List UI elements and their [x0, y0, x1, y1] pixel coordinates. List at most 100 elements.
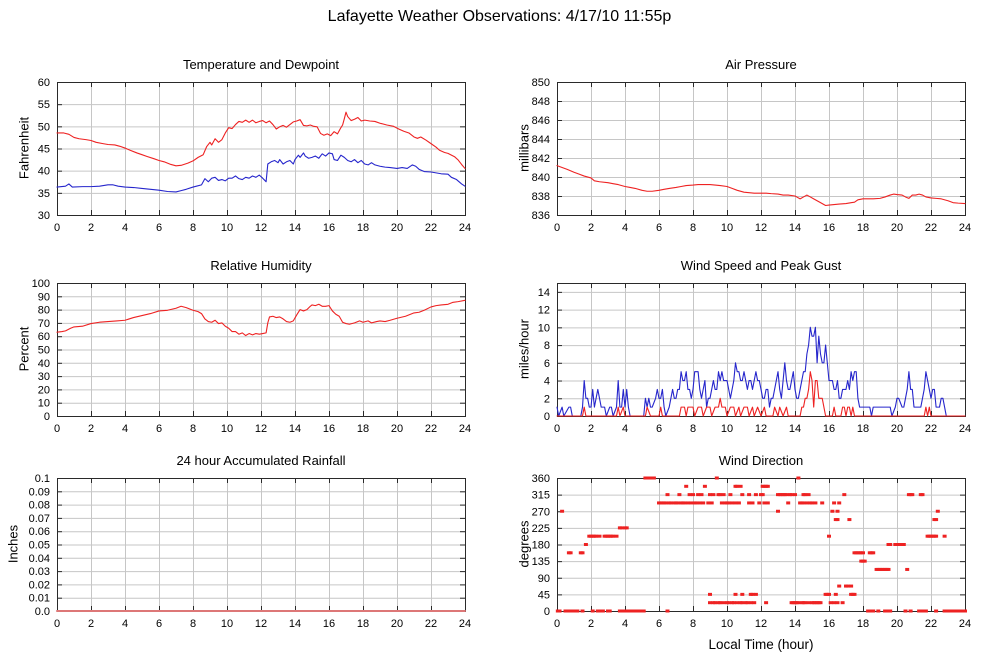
- svg-text:24: 24: [459, 222, 471, 234]
- svg-text:4: 4: [622, 423, 628, 435]
- svg-text:22: 22: [925, 222, 937, 234]
- chart-title: 24 hour Accumulated Rainfall: [176, 453, 346, 468]
- chart-title: Air Pressure: [725, 57, 797, 72]
- svg-text:80: 80: [38, 305, 50, 317]
- svg-text:2: 2: [588, 618, 594, 630]
- svg-text:10: 10: [221, 618, 233, 630]
- svg-text:2: 2: [588, 222, 594, 234]
- svg-text:16: 16: [823, 618, 835, 630]
- chart-wind-direction: Wind Direction degrees Local Time (hour)…: [500, 441, 999, 659]
- svg-text:14: 14: [538, 287, 550, 299]
- svg-text:4: 4: [122, 222, 128, 234]
- svg-text:24: 24: [959, 423, 971, 435]
- svg-text:842: 842: [532, 153, 550, 165]
- svg-text:24: 24: [459, 618, 471, 630]
- svg-text:14: 14: [789, 222, 801, 234]
- svg-text:6: 6: [656, 423, 662, 435]
- svg-text:18: 18: [357, 423, 369, 435]
- svg-text:22: 22: [425, 618, 437, 630]
- svg-text:45: 45: [538, 589, 550, 601]
- svg-text:30: 30: [38, 210, 50, 222]
- svg-text:0.03: 0.03: [29, 566, 50, 578]
- plot-canvas-air-pressure: 0 2 4 6 8 10 12 14 16 18 20 22 248368388408428448468…: [532, 77, 971, 234]
- svg-text:360: 360: [532, 473, 550, 485]
- svg-text:8: 8: [690, 222, 696, 234]
- chart-title: Wind Direction: [718, 453, 804, 468]
- svg-text:18: 18: [857, 423, 869, 435]
- svg-text:20: 20: [391, 222, 403, 234]
- svg-text:6: 6: [156, 618, 162, 630]
- svg-text:6: 6: [156, 423, 162, 435]
- svg-text:12: 12: [755, 423, 767, 435]
- svg-text:8: 8: [190, 618, 196, 630]
- x-axis-label: Local Time (hour): [708, 637, 814, 652]
- svg-text:6: 6: [656, 618, 662, 630]
- svg-text:0: 0: [554, 618, 560, 630]
- svg-text:2: 2: [588, 423, 594, 435]
- svg-text:0.06: 0.06: [29, 526, 50, 538]
- svg-text:8: 8: [690, 423, 696, 435]
- svg-text:14: 14: [289, 222, 301, 234]
- svg-text:20: 20: [38, 384, 50, 396]
- svg-text:838: 838: [532, 191, 550, 203]
- svg-text:2: 2: [88, 423, 94, 435]
- svg-text:10: 10: [538, 322, 550, 334]
- svg-text:35: 35: [38, 188, 50, 200]
- svg-text:836: 836: [532, 210, 550, 222]
- svg-text:4: 4: [544, 376, 550, 388]
- svg-text:0: 0: [554, 423, 560, 435]
- svg-text:12: 12: [755, 222, 767, 234]
- svg-text:0.02: 0.02: [29, 579, 50, 591]
- svg-text:0.0: 0.0: [35, 606, 50, 618]
- svg-text:14: 14: [289, 618, 301, 630]
- svg-text:0.1: 0.1: [35, 473, 50, 485]
- svg-text:12: 12: [255, 618, 267, 630]
- svg-text:10: 10: [721, 222, 733, 234]
- svg-text:2: 2: [88, 222, 94, 234]
- svg-text:100: 100: [32, 278, 50, 290]
- svg-text:0.01: 0.01: [29, 593, 50, 605]
- svg-text:180: 180: [532, 540, 550, 552]
- plot-canvas-wind-direction: 0 2 4 6 8 10 12 14 16 18 20 22 240459013518022527031…: [532, 473, 971, 630]
- svg-text:40: 40: [38, 358, 50, 370]
- svg-text:70: 70: [38, 318, 50, 330]
- svg-text:8: 8: [190, 423, 196, 435]
- chart-relative-humidity: Relative Humidity Percent 0 2 4 6 8 10 12 14 16 1…: [0, 246, 500, 464]
- svg-text:4: 4: [122, 618, 128, 630]
- svg-text:4: 4: [622, 618, 628, 630]
- svg-text:10: 10: [721, 423, 733, 435]
- svg-text:18: 18: [357, 222, 369, 234]
- svg-text:8: 8: [690, 618, 696, 630]
- svg-text:60: 60: [38, 331, 50, 343]
- svg-text:20: 20: [891, 618, 903, 630]
- svg-text:14: 14: [289, 423, 301, 435]
- chart-title: Temperature and Dewpoint: [182, 57, 340, 72]
- svg-text:0: 0: [544, 411, 550, 423]
- svg-text:848: 848: [532, 96, 550, 108]
- svg-text:16: 16: [323, 618, 335, 630]
- svg-text:0: 0: [44, 411, 50, 423]
- plot-canvas-relative-humidity: 0 2 4 6 8 10 12 14 16 18 20 22 240102030405060708090…: [32, 278, 471, 435]
- svg-text:30: 30: [38, 371, 50, 383]
- svg-text:50: 50: [38, 121, 50, 133]
- svg-text:14: 14: [789, 423, 801, 435]
- svg-text:16: 16: [823, 423, 835, 435]
- svg-text:225: 225: [532, 523, 550, 535]
- svg-text:0: 0: [54, 423, 60, 435]
- svg-text:0.05: 0.05: [29, 540, 50, 552]
- svg-text:0.09: 0.09: [29, 486, 50, 498]
- chart-air-pressure: Air Pressure millibars 0 2 4 6 8 10 12 14 16 18 20…: [500, 45, 999, 263]
- svg-text:24: 24: [959, 222, 971, 234]
- svg-text:18: 18: [857, 222, 869, 234]
- svg-text:846: 846: [532, 115, 550, 127]
- svg-text:850: 850: [532, 77, 550, 89]
- svg-text:55: 55: [38, 99, 50, 111]
- svg-text:12: 12: [755, 618, 767, 630]
- svg-text:2: 2: [544, 393, 550, 405]
- chart-title: Wind Speed and Peak Gust: [680, 258, 842, 273]
